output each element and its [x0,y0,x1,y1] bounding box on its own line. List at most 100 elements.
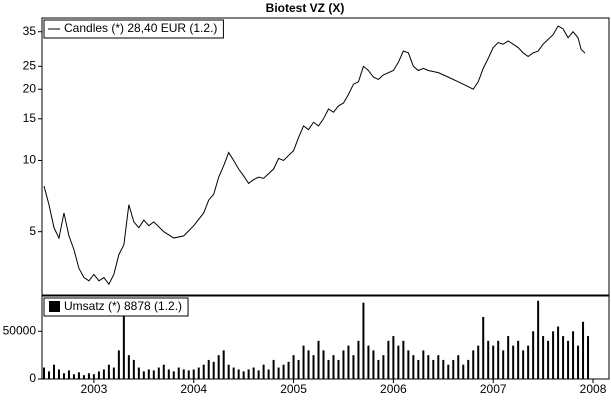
volume-bar [87,373,90,379]
legend-box [43,297,189,317]
x-tick-label: 2007 [480,382,507,396]
legend: Candles (*) 28,40 EUR (1.2.) [43,19,224,39]
volume-bar [512,345,515,379]
volume-bar [357,340,360,379]
volume-bar [587,336,590,379]
volume-bar [192,369,195,379]
volume-bar [57,369,60,379]
volume-bar [112,367,115,379]
x-tick-label: 2004 [180,382,207,396]
volume-bar [457,355,460,379]
y-tick-label: 50000 [3,323,37,337]
volume-bar [92,374,95,379]
y-tick-label: 0 [29,371,36,385]
volume-bar [147,369,150,379]
volume-bar [257,370,260,379]
price-line [43,25,586,286]
volume-bar [427,355,430,379]
volume-bar [582,321,585,379]
volume-bar [312,355,315,379]
x-tick-label: 2008 [580,382,607,396]
volume-bar [282,364,285,379]
volume-bar [332,355,335,379]
y-tick-label: 20 [23,81,37,95]
volume-bar [392,336,395,379]
volume-bar [487,340,490,379]
volume-bar [572,331,575,379]
volume-bar [447,364,450,379]
y-tick-label: 25 [23,58,37,72]
volume-bar [67,370,70,379]
x-tick-label: 2003 [81,382,108,396]
plot-frame [41,17,610,296]
volume-bar [132,359,135,379]
volume-bar [402,340,405,379]
volume-bar [62,373,65,379]
volume-bar [382,355,385,379]
volume-bar [162,364,165,379]
volume-bar [107,364,110,379]
volume-bar [292,355,295,379]
volume-bar [262,364,265,379]
volume-bar [137,367,140,379]
volume-bar [102,369,105,379]
volume-bar [407,350,410,379]
volume-bar [77,372,80,379]
legend: Umsatz (*) 8878 (1.2.) [43,297,189,317]
volume-bar [322,350,325,379]
volume-bar [127,355,130,379]
volume-bar [122,312,125,379]
volume-bar [352,355,355,379]
volume-bar [527,345,530,379]
volume-bar [467,359,470,379]
volume-bar [187,370,190,379]
volume-bar [522,350,525,379]
volume-bar [492,345,495,379]
volume-bar [267,369,270,379]
volume-bar [377,359,380,379]
volume-bar [47,371,50,379]
volume-bar [532,331,535,379]
x-tick-label: 2005 [280,382,307,396]
volume-bar [327,359,330,379]
volume-bar [557,326,560,379]
legend-label: Candles (*) 28,40 EUR (1.2.) [64,21,217,35]
volume-bar [157,367,160,379]
volume-bar [342,350,345,379]
volume-bar [167,369,170,379]
volume-bar [387,340,390,379]
volume-bar [552,331,555,379]
volume-bar [242,371,245,379]
volume-bar [237,369,240,379]
volume-bar [172,371,175,379]
volume-bar [422,350,425,379]
volume-bar [217,355,220,379]
volume-bar [222,350,225,379]
volume-bar [72,374,75,379]
volume-bar [567,340,570,379]
volume-bar [372,350,375,379]
volume-bar [287,361,290,379]
y-tick-label: 15 [23,111,37,125]
volume-bar [142,371,145,379]
volume-bar [502,350,505,379]
volume-bar [307,350,310,379]
volume-bar [252,367,255,379]
volume-bar [297,359,300,379]
volume-bar [462,364,465,379]
volume-bar [212,361,215,379]
volume-bar [272,359,275,379]
volume-bar [197,367,200,379]
volume-bar [482,316,485,379]
volume-bar [202,364,205,379]
volume-bar [82,375,85,379]
volume-bar [302,345,305,379]
volume-bar [317,340,320,379]
volume-bar [437,355,440,379]
volume-bar [432,359,435,379]
chart-title: Biotest VZ (X) [266,1,345,15]
volume-bar [577,345,580,379]
volume-bar [42,367,45,379]
volume-bar [507,336,510,379]
